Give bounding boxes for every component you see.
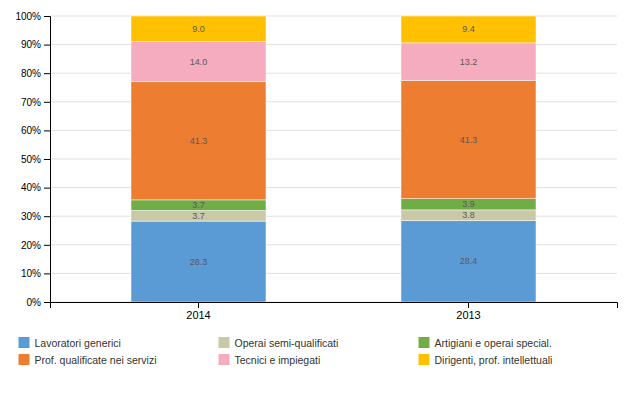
tick-mark (44, 245, 50, 246)
bar-segment (131, 16, 266, 42)
tick: 60% (21, 125, 50, 136)
grid (50, 16, 617, 302)
legend-label: Dirigenti, prof. intellettuali (435, 354, 553, 366)
tick-label: 100% (15, 11, 41, 22)
plot: 28.3 28.4 3.7 3.8 3.7 3.9 41.3 41.3 14.0 13.2 9.0 9… (15, 11, 617, 321)
tick-mark (44, 159, 50, 160)
tick-mark (44, 73, 50, 74)
data-label: 3.7 (192, 211, 205, 221)
tick-label: 30% (21, 211, 41, 222)
tick: 10% (21, 268, 50, 279)
tick: 50% (21, 154, 50, 165)
legend-item: Prof. qualificate nei servizi (19, 354, 157, 366)
tick-mark (468, 302, 469, 308)
data-label: 41.3 (460, 135, 478, 145)
legend-label: Operai semi-qualificati (235, 337, 339, 349)
tick-mark (44, 273, 50, 274)
tick-label: 10% (21, 268, 41, 279)
tick: 80% (21, 68, 50, 79)
tick-label: 50% (21, 154, 41, 165)
legend-swatch (419, 354, 430, 365)
y-axis: 0% 10% 20% 30% 40% 50% 60% 70% 80% 90% 100% (15, 11, 50, 308)
bar-segment (131, 42, 266, 82)
tick-label: 2013 (456, 309, 480, 321)
axis-line (51, 303, 618, 309)
legend-label: Tecnici e impiegati (235, 354, 321, 366)
legend-label: Prof. qualificate nei servizi (35, 354, 157, 366)
tick-label: 2014 (186, 309, 210, 321)
legend-label: Lavoratori generici (35, 337, 121, 349)
tick-mark (44, 102, 50, 103)
legend-swatch (19, 337, 30, 348)
legend-swatch (219, 354, 230, 365)
tick-label: 90% (21, 39, 41, 50)
bar-segment (401, 221, 536, 302)
bar-segment (401, 210, 536, 221)
tick-mark (44, 16, 50, 17)
tick: 2013 (456, 302, 480, 321)
bar-segment (401, 43, 536, 81)
bar-segment (131, 200, 266, 211)
tick: 90% (21, 39, 50, 50)
chart: 28.3 28.4 3.7 3.8 3.7 3.9 41.3 41.3 14.0 13.2 9.0 9… (0, 0, 637, 394)
data-labels: 28.3 28.4 3.7 3.8 3.7 3.9 41.3 41.3 14.0 13.2 9.0 9… (190, 24, 478, 267)
legend-label: Artigiani e operai special. (435, 337, 552, 349)
data-label: 41.3 (190, 136, 208, 146)
legend-item: Operai semi-qualificati (219, 337, 339, 349)
bar-segment (401, 16, 536, 43)
legend-swatch (19, 354, 30, 365)
tick: 40% (21, 182, 50, 193)
bars (131, 16, 536, 302)
tick-mark (44, 130, 50, 131)
data-label: 28.4 (460, 256, 478, 266)
tick: 2014 (186, 302, 210, 321)
tick-mark (44, 302, 50, 303)
tick-label: 40% (21, 182, 41, 193)
tick-mark (198, 302, 199, 308)
tick-label: 0% (27, 297, 42, 308)
bar-segment (401, 199, 536, 210)
tick: 20% (21, 240, 50, 251)
tick-mark (44, 45, 50, 46)
data-label: 13.2 (460, 57, 478, 67)
data-label: 9.0 (192, 24, 205, 34)
axis-line (44, 17, 51, 303)
legend-item: Artigiani e operai special. (419, 337, 552, 349)
data-label: 3.8 (462, 210, 475, 220)
tick-label: 80% (21, 68, 41, 79)
tick-mark (44, 216, 50, 217)
tick: 100% (15, 11, 50, 22)
legend-swatch (419, 337, 430, 348)
bar-segment (131, 82, 266, 200)
bar-segment (131, 221, 266, 302)
legend-item: Dirigenti, prof. intellettuali (419, 354, 553, 366)
tick-label: 60% (21, 125, 41, 136)
tick: 70% (21, 97, 50, 108)
data-label: 14.0 (190, 57, 208, 67)
data-label: 9.4 (462, 24, 475, 34)
data-label: 3.7 (192, 200, 205, 210)
tick-label: 70% (21, 97, 41, 108)
data-label: 3.9 (462, 199, 475, 209)
legend: Lavoratori generici Operai semi-qualifica… (19, 337, 553, 366)
tick: 30% (21, 211, 50, 222)
tick-label: 20% (21, 240, 41, 251)
data-label: 28.3 (190, 257, 208, 267)
tick: 0% (27, 297, 50, 308)
legend-item: Lavoratori generici (19, 337, 121, 349)
bar-segment (401, 81, 536, 199)
legend-swatch (219, 337, 230, 348)
bar-segment (131, 210, 266, 221)
x-axis: 2014 2013 (51, 302, 618, 321)
tick-mark (44, 188, 50, 189)
legend-item: Tecnici e impiegati (219, 354, 321, 366)
